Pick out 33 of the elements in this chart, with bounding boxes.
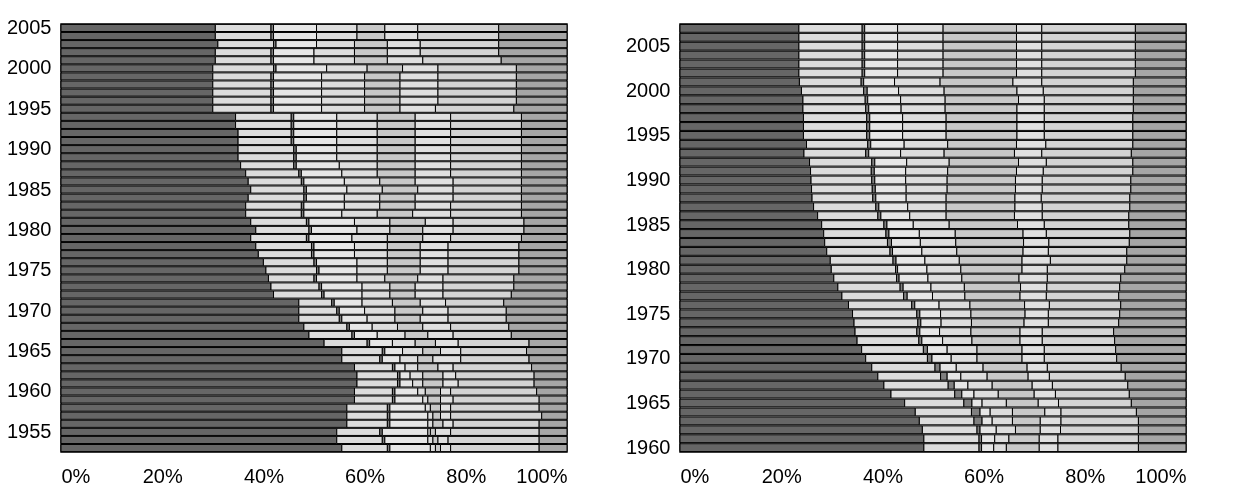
y-tick-label: 1985 [626,212,671,235]
y-tick-label: 2005 [7,15,52,38]
y-tick-label: 1980 [7,217,52,240]
y-tick-label: 2000 [626,78,671,101]
y-tick-label: 1970 [626,346,671,369]
y-tick-label: 1980 [626,257,671,280]
y-tick-label: 1970 [7,298,52,321]
x-tick-label: 20% [761,464,802,487]
y-tick-label: 1965 [626,391,671,414]
x-tick-label: 100% [516,464,568,487]
x-tick-label: 0% [61,464,91,487]
x-tick-label: 60% [345,464,386,487]
x-tick-label: 0% [680,464,710,487]
x-tick-label: 40% [862,464,904,487]
y-tick-label: 1955 [7,419,52,442]
x-tick-label: 20% [142,464,183,487]
y-tick-label: 1965 [7,339,52,362]
y-tick-label: 2005 [626,34,671,57]
y-tick-label: 1960 [7,379,52,402]
x-tick-label: 80% [446,464,487,487]
y-tick-label: 1975 [626,301,671,324]
y-tick-label: 1995 [626,123,671,146]
y-tick-label: 1990 [626,168,671,191]
y-tick-label: 1975 [7,258,52,281]
x-tick-label: 100% [1135,464,1187,487]
y-tick-label: 1960 [626,435,671,458]
y-tick-label: 1990 [7,137,52,160]
y-tick-label: 2000 [7,56,52,79]
x-tick-label: 80% [1065,464,1106,487]
x-tick-label: 40% [243,464,285,487]
y-tick-label: 1995 [7,96,52,119]
y-tick-label: 1985 [7,177,52,200]
x-tick-label: 60% [964,464,1005,487]
